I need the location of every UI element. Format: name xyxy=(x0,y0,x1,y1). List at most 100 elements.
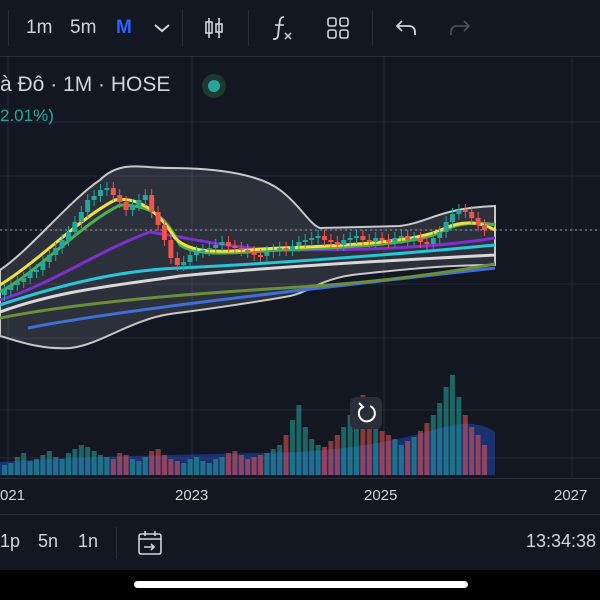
candle-body xyxy=(226,242,231,246)
candle-body xyxy=(258,255,263,257)
time-axis[interactable]: 021 2023 2025 2027 xyxy=(0,478,600,515)
candle-body xyxy=(437,232,443,238)
volume-bar xyxy=(437,403,443,475)
volume-bar xyxy=(27,461,33,475)
volume-bar xyxy=(200,461,206,475)
go-to-date-icon[interactable] xyxy=(134,527,166,559)
candle-body xyxy=(296,242,302,246)
volume-bar xyxy=(174,461,180,475)
price-change: 2.01%) xyxy=(0,106,54,125)
candle-body xyxy=(277,248,283,250)
interval-1m-button[interactable]: 1m xyxy=(26,17,53,38)
volume-bar xyxy=(360,395,366,475)
x-tick-label: 2023 xyxy=(175,487,209,504)
price-chart[interactable] xyxy=(0,57,600,513)
volume-bar xyxy=(456,397,462,475)
volume-bar xyxy=(302,427,308,475)
candle-body xyxy=(46,255,52,262)
candle-body xyxy=(238,248,244,250)
volume-bar xyxy=(187,459,193,475)
candle-body xyxy=(386,240,391,242)
candle-body xyxy=(219,242,225,245)
volume-bar xyxy=(168,459,174,475)
candle-body xyxy=(354,236,359,238)
moving-average-line xyxy=(0,262,496,320)
volume-bar xyxy=(328,441,334,475)
range-1n-button[interactable]: 1n xyxy=(78,531,99,551)
volume-bar xyxy=(149,451,155,475)
candle-body xyxy=(123,202,129,210)
volume-bar xyxy=(78,445,84,475)
candle-body xyxy=(72,222,78,232)
candle-body xyxy=(213,245,219,248)
undo-icon[interactable] xyxy=(390,12,422,44)
volume-bar xyxy=(226,453,231,475)
volume-bar xyxy=(366,407,372,475)
volume-bar xyxy=(130,459,135,475)
candle-body xyxy=(245,250,251,252)
moving-average-line xyxy=(0,230,496,302)
volume-bar xyxy=(411,437,417,475)
candle-body xyxy=(34,270,39,272)
candle-body xyxy=(334,242,340,245)
volume-bar xyxy=(155,449,161,475)
clock: 13:34:38 xyxy=(526,531,597,551)
volume-bar xyxy=(59,459,65,475)
interval-month-button[interactable]: M xyxy=(116,17,132,38)
volume-bar xyxy=(213,459,219,475)
toolbar-divider xyxy=(248,10,249,46)
volume-bar xyxy=(251,457,257,475)
volume-bar xyxy=(462,415,468,475)
volume-bar xyxy=(482,445,487,475)
candle-body xyxy=(379,238,385,240)
redo-icon[interactable] xyxy=(444,12,476,44)
volume-bar xyxy=(386,435,391,475)
volume-bar xyxy=(238,455,244,475)
volume-bar xyxy=(405,441,411,475)
candle-body xyxy=(347,238,353,240)
candle-body xyxy=(155,212,161,225)
candle-body xyxy=(290,246,295,250)
candle-body xyxy=(78,212,84,222)
market-status-indicator xyxy=(202,74,226,98)
candle-body xyxy=(328,240,334,242)
range-5n-button[interactable]: 5n xyxy=(38,531,59,551)
candle-body xyxy=(469,212,475,218)
volume-bar xyxy=(322,447,327,475)
volume-bar xyxy=(296,405,302,475)
bottom-toolbar: 1p 5n 1n 13:34:38 xyxy=(0,514,600,571)
chevron-down-icon[interactable] xyxy=(146,12,178,44)
volume-bar xyxy=(232,451,238,475)
candle-body xyxy=(142,195,148,200)
volume-bar xyxy=(46,451,52,475)
interval-5m-button[interactable]: 5m xyxy=(70,17,97,38)
volume-bar xyxy=(34,459,39,475)
chart-canvas[interactable] xyxy=(0,57,600,513)
candles-icon[interactable] xyxy=(198,12,230,44)
candle-body xyxy=(110,188,116,195)
volume-bar xyxy=(334,435,340,475)
indicators-icon[interactable] xyxy=(266,12,298,44)
candle-body xyxy=(270,250,276,252)
candle-body xyxy=(366,240,372,242)
home-indicator[interactable] xyxy=(134,581,468,588)
x-tick-label: 2025 xyxy=(364,487,398,504)
top-toolbar: 1m 5m M xyxy=(0,0,600,57)
volume-bar xyxy=(206,463,212,475)
reset-chart-button[interactable] xyxy=(350,397,382,429)
layout-icon[interactable] xyxy=(322,12,354,44)
range-1p-button[interactable]: 1p xyxy=(0,531,21,551)
candle-body xyxy=(53,248,59,255)
candle-body xyxy=(450,214,455,222)
volume-bar xyxy=(290,420,295,475)
candle-body xyxy=(418,238,423,242)
candle-body xyxy=(162,225,167,240)
volume-bar xyxy=(354,403,359,475)
symbol-title: à Đô · 1M · HOSE xyxy=(0,73,171,96)
volume-bar xyxy=(85,447,91,475)
candle-body xyxy=(309,238,315,240)
volume-bar xyxy=(258,455,263,475)
volume-bar xyxy=(418,431,423,475)
candle-body xyxy=(411,238,417,240)
candle-body xyxy=(302,240,308,242)
